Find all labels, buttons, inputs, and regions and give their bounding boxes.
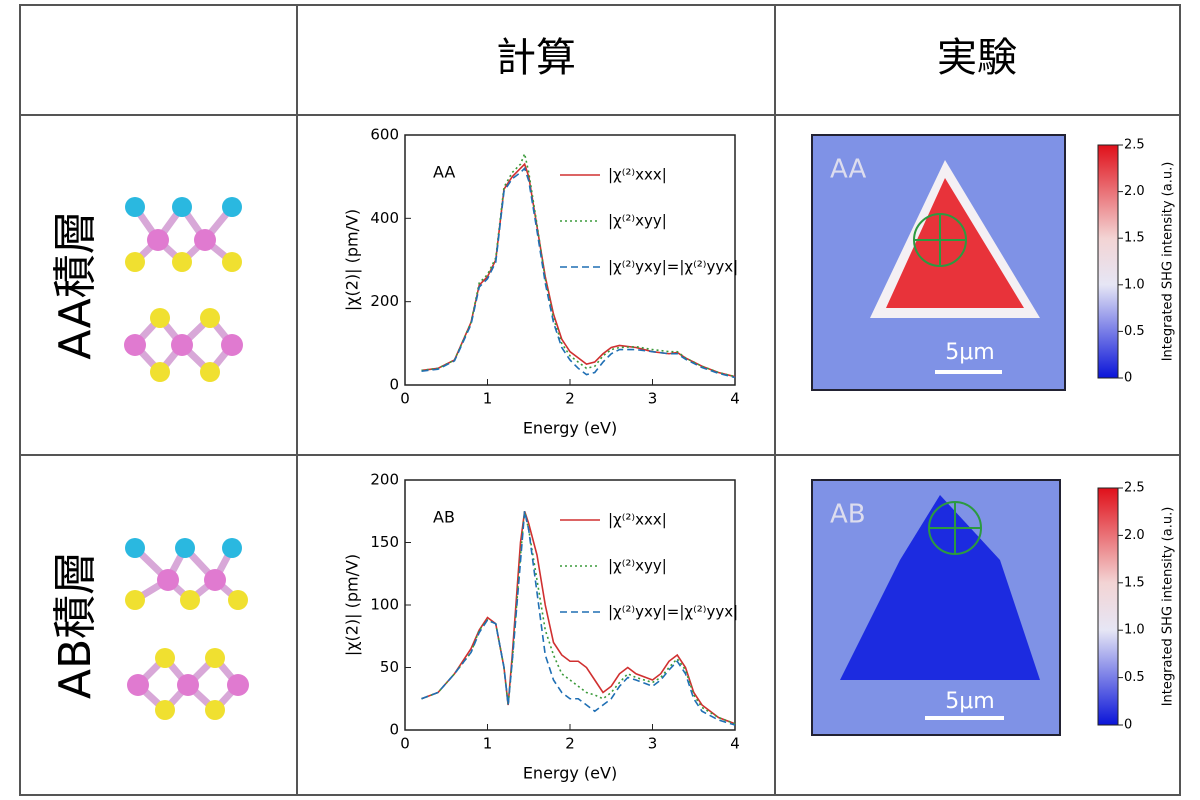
y-tick-label: 100: [370, 596, 399, 614]
x-axis-label: Energy (eV): [523, 419, 617, 438]
legend-label: |χ⁽²⁾yxy|=|χ⁽²⁾yyx|: [608, 258, 738, 276]
colorbar-tick-label: 0.5: [1124, 324, 1145, 339]
y-tick-label: 0: [389, 721, 399, 739]
colorbar-tick-label: 1.5: [1124, 231, 1145, 246]
colorbar-tick-label: 0: [1124, 371, 1132, 386]
header: 実験: [937, 35, 1017, 81]
annotation: AA: [433, 163, 455, 182]
table-grid: [19, 4, 1181, 796]
y-tick-label: 150: [370, 533, 399, 551]
y-tick-label: 600: [370, 126, 399, 144]
y-tick-label: 200: [370, 292, 399, 310]
colorbar-tick-label: 1.0: [1124, 277, 1145, 292]
x-tick-label: 2: [565, 390, 575, 408]
y-tick-label: 400: [370, 209, 399, 227]
x-axis-label: Energy (eV): [523, 764, 617, 783]
shg-map-aa: [811, 134, 1066, 391]
x-tick-label: 1: [483, 390, 493, 408]
series-line: [421, 511, 736, 726]
legend-label: |χ⁽²⁾xyy|: [608, 557, 667, 575]
annotation: AB: [433, 508, 455, 527]
series-line: [421, 166, 736, 379]
x-tick-label: 0: [400, 390, 410, 408]
x-tick-label: 3: [648, 390, 658, 408]
colorbar-tick-label: 2.5: [1124, 481, 1145, 496]
colorbar: [1097, 487, 1119, 726]
y-tick-label: 50: [380, 658, 399, 676]
series-line: [421, 511, 736, 725]
x-tick-label: 0: [400, 735, 410, 753]
y-tick-label: 0: [389, 376, 399, 394]
x-tick-label: 2: [565, 735, 575, 753]
colorbar-label: Integrated SHG intensity (a.u.): [1161, 162, 1176, 362]
colorbar-tick-label: 2.5: [1124, 138, 1145, 153]
series-line: [421, 162, 736, 378]
x-tick-label: 3: [648, 735, 658, 753]
series-line: [421, 151, 736, 378]
legend-label: |χ⁽²⁾yxy|=|χ⁽²⁾yyx|: [608, 603, 738, 621]
shg-map-ab: [811, 479, 1061, 736]
map-label: AA: [830, 155, 867, 185]
scale-bar-label: 5μm: [945, 340, 994, 365]
x-tick-label: 4: [730, 735, 740, 753]
x-tick-label: 4: [730, 390, 740, 408]
legend-label: |χ⁽²⁾xyy|: [608, 212, 667, 230]
colorbar-tick-label: 1.0: [1124, 623, 1145, 638]
map-label: AB: [830, 500, 866, 530]
legend-label: |χ⁽²⁾xxx|: [608, 166, 667, 184]
row-label: AA積層: [50, 210, 101, 359]
y-axis-label: |χ(2)| (pm/V): [343, 209, 362, 311]
colorbar-tick-label: 2.0: [1124, 184, 1145, 199]
molecule-ab: [125, 538, 249, 720]
colorbar-tick-label: 1.5: [1124, 575, 1145, 590]
molecule-aa: [124, 197, 243, 382]
x-tick-label: 1: [483, 735, 493, 753]
colorbar-tick-label: 2.0: [1124, 528, 1145, 543]
legend-label: |χ⁽²⁾xxx|: [608, 511, 667, 529]
y-axis-label: |χ(2)| (pm/V): [343, 554, 362, 656]
y-tick-label: 200: [370, 471, 399, 489]
colorbar: [1097, 144, 1119, 379]
row-label: AB積層: [50, 551, 101, 699]
header: 計算: [496, 35, 576, 81]
colorbar-tick-label: 0: [1124, 718, 1132, 733]
colorbar-tick-label: 0.5: [1124, 670, 1145, 685]
scale-bar-label: 5μm: [945, 689, 994, 714]
colorbar-label: Integrated SHG intensity (a.u.): [1161, 507, 1176, 707]
